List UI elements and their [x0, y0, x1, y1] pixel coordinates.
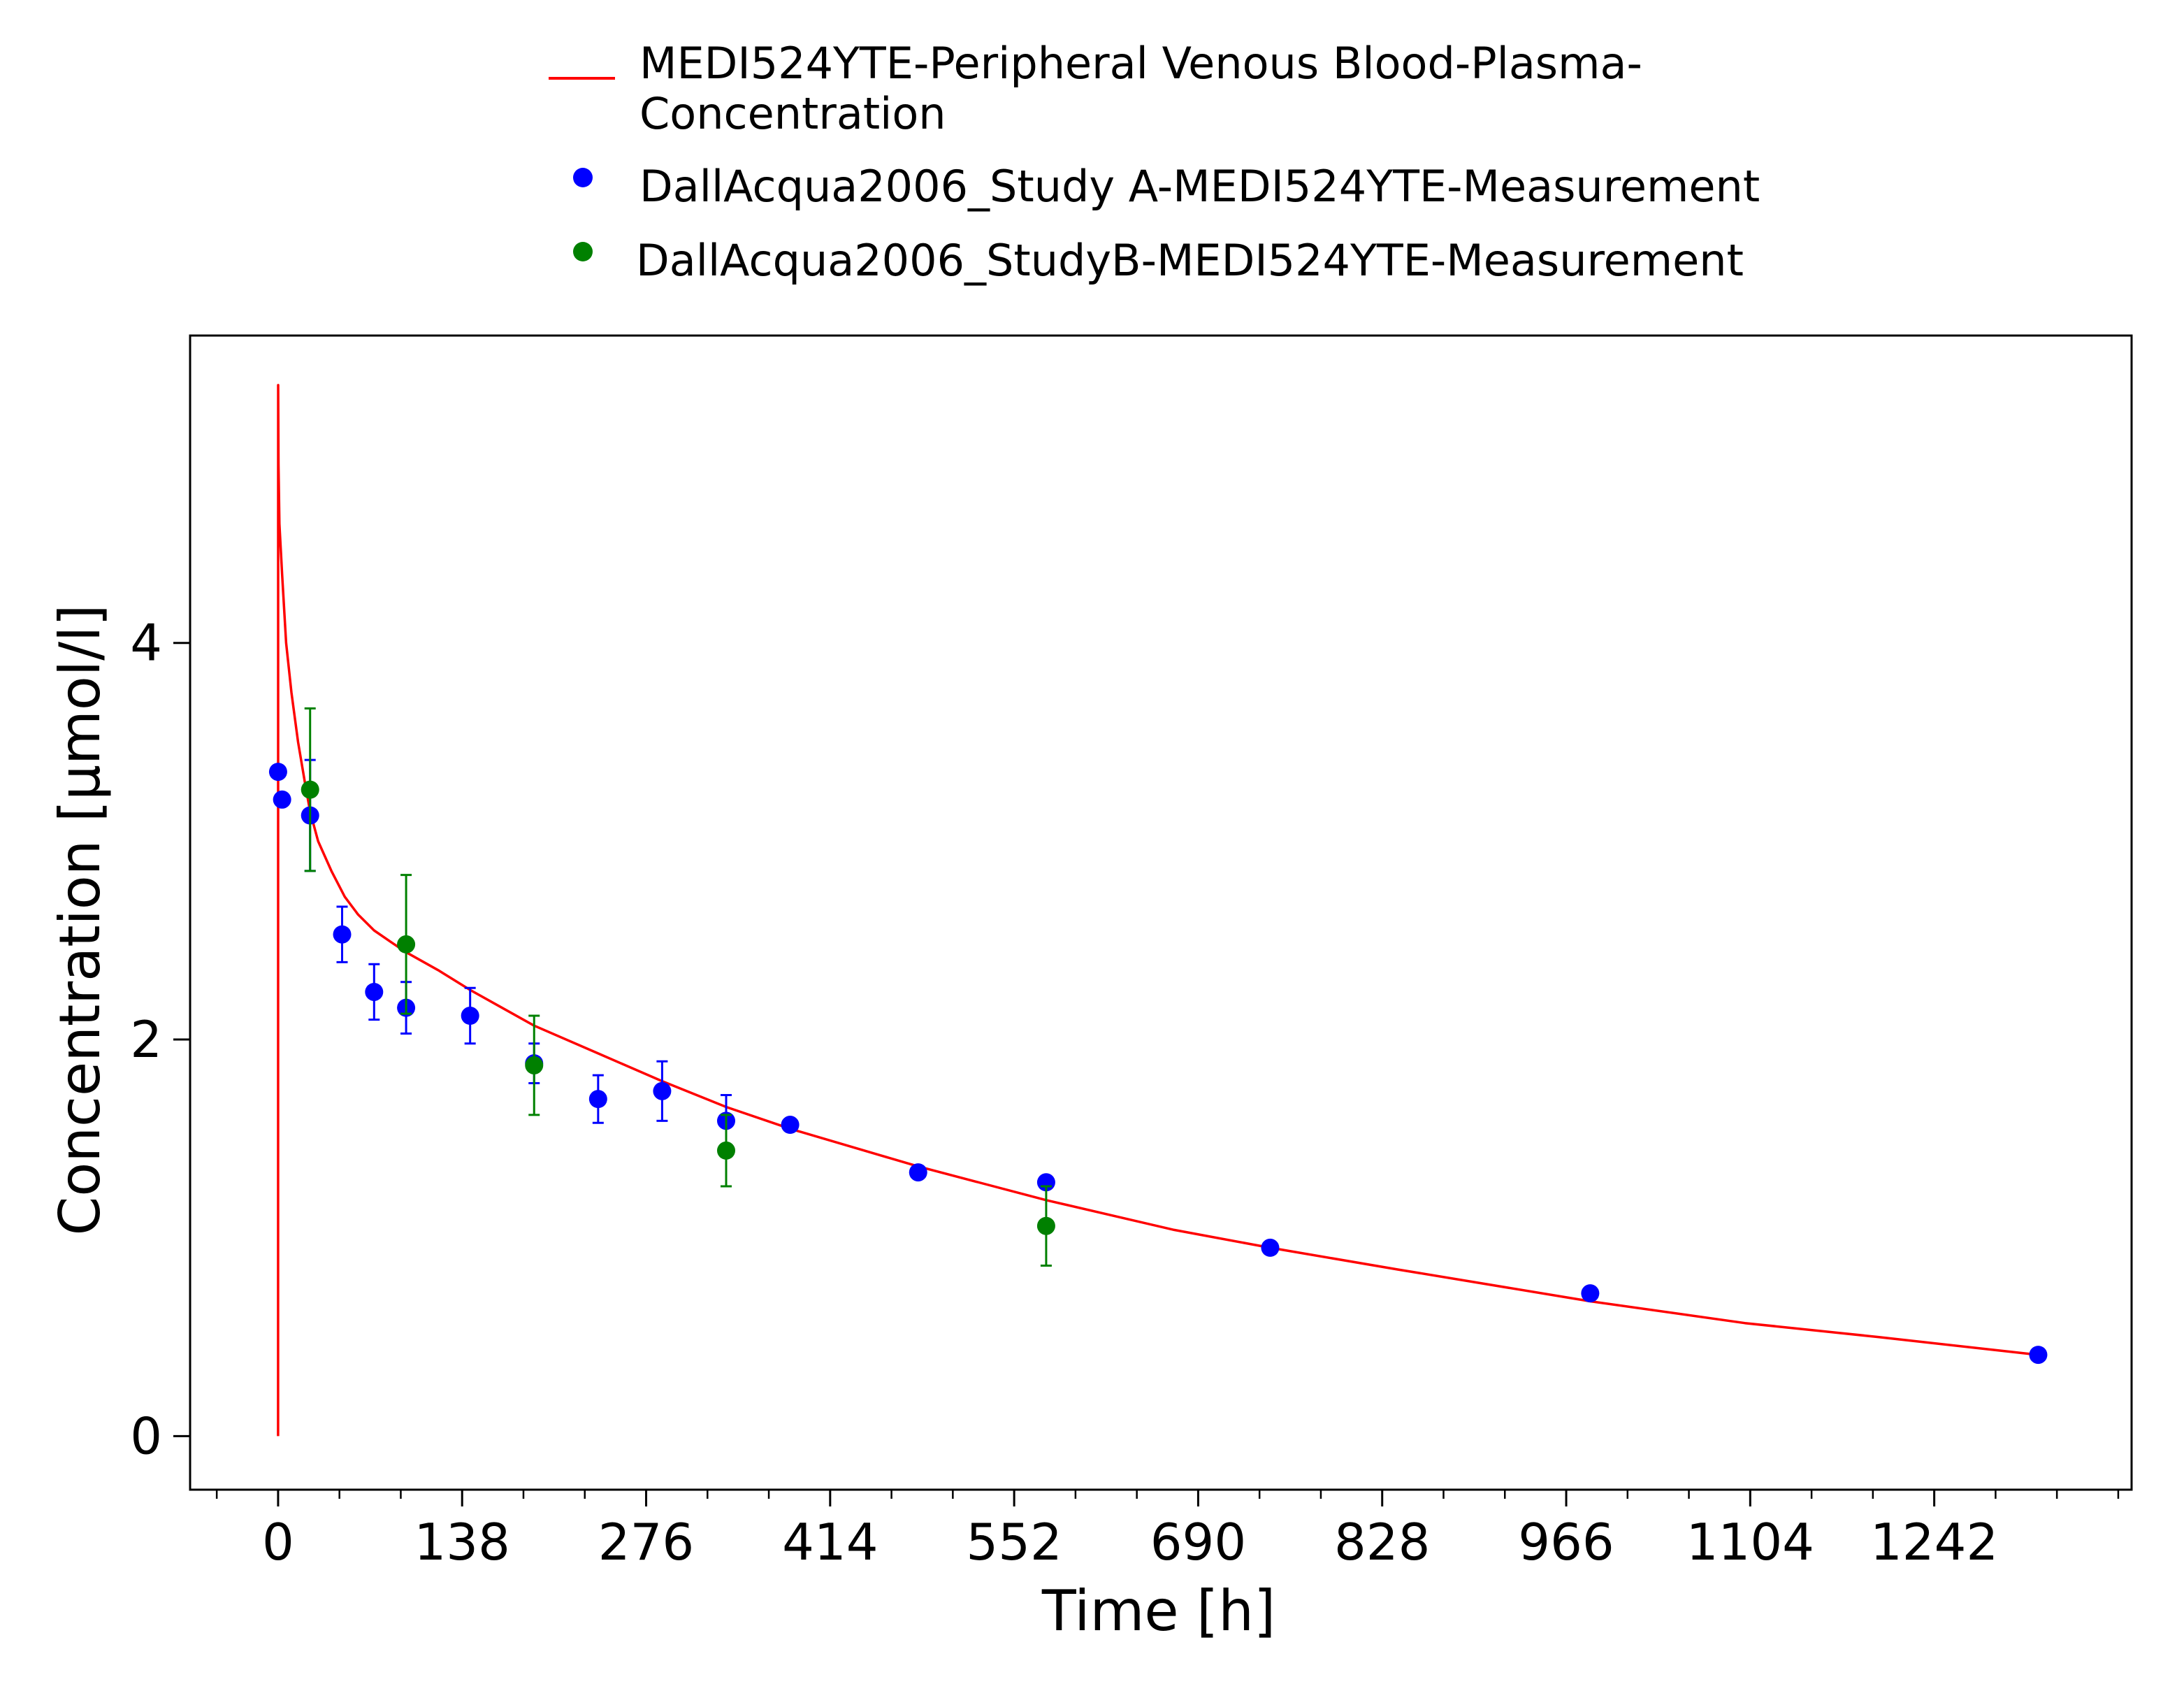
legend-label-study-a: DallAcqua2006_Study A-MEDI524YTE-Measure…	[639, 161, 1760, 212]
study-a-point	[1581, 1284, 1600, 1303]
study-a-point	[588, 1090, 607, 1109]
study-b-point	[301, 780, 319, 799]
x-tick-label: 414	[782, 1513, 878, 1571]
x-tick-label: 0	[262, 1513, 294, 1571]
study-a-point	[365, 982, 384, 1001]
study-a-point	[333, 925, 352, 944]
x-tick-label: 828	[1334, 1513, 1430, 1571]
x-tick-label: 1104	[1686, 1513, 1814, 1571]
x-tick-label: 1242	[1870, 1513, 1998, 1571]
x-tick-label: 966	[1518, 1513, 1614, 1571]
study-b-point	[525, 1056, 544, 1074]
plot-frame	[189, 334, 2133, 1491]
study-a-point	[2029, 1346, 2048, 1365]
y-tick-label: 0	[130, 1406, 162, 1465]
x-axis: 0 138 276 414 552 690 828 966 1104 1242	[215, 1490, 2120, 1571]
study-a-point	[653, 1081, 672, 1100]
y-tick-label: 4	[130, 614, 162, 672]
legend-label-study-b: DallAcqua2006_StudyB-MEDI524YTE-Measurem…	[636, 235, 1744, 286]
study-a-point	[781, 1116, 800, 1135]
legend: MEDI524YTE-Peripheral Venous Blood-Plasm…	[549, 38, 1760, 286]
y-axis-title: Concentration [µmol/l]	[48, 605, 113, 1236]
study-a-point	[268, 763, 287, 782]
study-a-point	[909, 1163, 927, 1182]
study-b-point	[1036, 1216, 1055, 1235]
y-axis: 0 2 4	[130, 614, 190, 1465]
x-tick-label: 276	[598, 1513, 694, 1571]
legend-label-simulation-line1: MEDI524YTE-Peripheral Venous Blood-Plasm…	[639, 38, 1642, 89]
simulation-curve	[277, 384, 2039, 1437]
x-tick-label: 138	[414, 1513, 510, 1571]
study-a-point	[273, 790, 291, 809]
plot-area	[268, 384, 2048, 1437]
y-tick-label: 2	[130, 1010, 162, 1069]
study-b-point	[717, 1141, 736, 1160]
legend-label-simulation-line2: Concentration	[639, 88, 946, 139]
x-tick-label: 552	[966, 1513, 1062, 1571]
study-b-point	[397, 935, 416, 954]
legend-dot-study-b	[573, 242, 593, 261]
study-a-point	[461, 1007, 479, 1026]
legend-dot-study-a	[573, 168, 593, 187]
x-axis-title: Time [h]	[1041, 1578, 1275, 1643]
study-a-point	[1261, 1238, 1280, 1257]
x-tick-label: 690	[1150, 1513, 1246, 1571]
